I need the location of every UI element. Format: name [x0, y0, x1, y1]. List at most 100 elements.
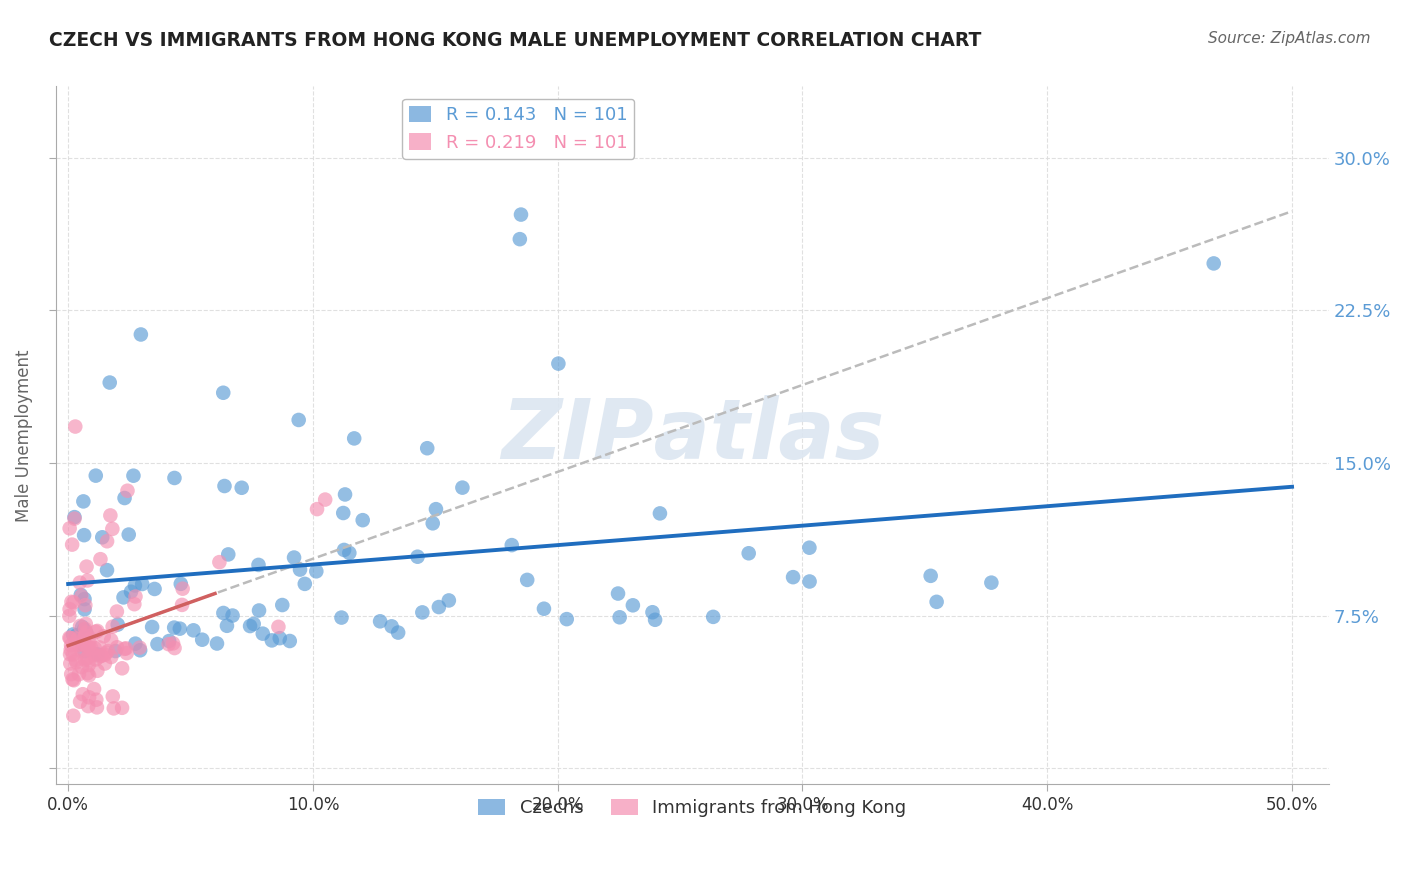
- Point: [267, 620, 290, 634]
- Point: [242, 616, 264, 631]
- Point: [337, 546, 360, 560]
- Point: [782, 570, 804, 584]
- Point: [205, 636, 228, 650]
- Point: [91, 530, 114, 544]
- Point: [427, 600, 450, 615]
- Point: [83, 648, 105, 662]
- Point: [247, 603, 270, 617]
- Point: [115, 641, 138, 656]
- Point: [62, 708, 84, 723]
- Point: [330, 610, 353, 624]
- Point: [738, 546, 761, 560]
- Point: [70, 589, 93, 603]
- Point: [112, 591, 135, 605]
- Point: [93, 629, 115, 643]
- Point: [84, 468, 107, 483]
- Text: ZIP​atlas: ZIP​atlas: [501, 395, 884, 476]
- Text: CZECH VS IMMIGRANTS FROM HONG KONG MALE UNEMPLOYMENT CORRELATION CHART: CZECH VS IMMIGRANTS FROM HONG KONG MALE …: [49, 31, 981, 50]
- Point: [101, 522, 124, 536]
- Point: [221, 608, 243, 623]
- Point: [214, 479, 236, 493]
- Point: [271, 598, 294, 612]
- Point: [112, 641, 135, 656]
- Point: [191, 632, 214, 647]
- Point: [533, 601, 555, 615]
- Point: [94, 648, 117, 662]
- Point: [60, 538, 83, 552]
- Point: [75, 638, 97, 652]
- Point: [124, 590, 146, 604]
- Point: [644, 613, 666, 627]
- Point: [70, 660, 93, 674]
- Point: [65, 653, 87, 667]
- Point: [169, 622, 191, 636]
- Point: [72, 637, 94, 651]
- Point: [231, 481, 253, 495]
- Point: [63, 510, 86, 524]
- Point: [73, 623, 96, 637]
- Point: [387, 625, 409, 640]
- Point: [86, 692, 108, 706]
- Point: [333, 543, 356, 558]
- Point: [60, 595, 83, 609]
- Point: [100, 633, 122, 648]
- Point: [69, 619, 91, 633]
- Point: [333, 487, 356, 501]
- Point: [609, 610, 631, 624]
- Point: [260, 633, 283, 648]
- Point: [65, 629, 87, 643]
- Point: [89, 640, 111, 655]
- Point: [925, 595, 948, 609]
- Point: [84, 624, 107, 639]
- Point: [114, 491, 136, 505]
- Point: [509, 232, 531, 246]
- Point: [96, 646, 118, 660]
- Point: [510, 208, 533, 222]
- Point: [73, 602, 96, 616]
- Point: [96, 534, 118, 549]
- Point: [103, 701, 125, 715]
- Point: [157, 637, 180, 651]
- Point: [94, 657, 117, 671]
- Point: [86, 648, 108, 662]
- Point: [269, 631, 291, 645]
- Point: [98, 376, 121, 390]
- Point: [73, 631, 96, 645]
- Point: [547, 357, 569, 371]
- Point: [60, 667, 83, 681]
- Point: [86, 700, 108, 714]
- Point: [62, 673, 84, 688]
- Point: [416, 441, 439, 455]
- Point: [79, 632, 101, 646]
- Point: [67, 667, 90, 681]
- Point: [75, 625, 97, 640]
- Point: [648, 507, 671, 521]
- Point: [305, 564, 328, 578]
- Point: [157, 634, 180, 648]
- Point: [105, 605, 128, 619]
- Point: [111, 661, 134, 675]
- Point: [501, 538, 523, 552]
- Point: [183, 624, 205, 638]
- Point: [105, 640, 128, 655]
- Point: [67, 638, 90, 652]
- Y-axis label: Male Unemployment: Male Unemployment: [15, 349, 32, 522]
- Point: [451, 481, 474, 495]
- Point: [247, 558, 270, 572]
- Point: [621, 599, 644, 613]
- Point: [75, 616, 97, 631]
- Point: [72, 687, 94, 701]
- Point: [287, 413, 309, 427]
- Point: [170, 577, 193, 591]
- Point: [215, 619, 238, 633]
- Point: [101, 690, 124, 704]
- Point: [76, 651, 98, 665]
- Point: [283, 550, 305, 565]
- Point: [411, 606, 433, 620]
- Point: [59, 648, 82, 662]
- Point: [162, 636, 184, 650]
- Point: [252, 626, 274, 640]
- Point: [73, 592, 96, 607]
- Point: [170, 598, 193, 612]
- Point: [124, 578, 146, 592]
